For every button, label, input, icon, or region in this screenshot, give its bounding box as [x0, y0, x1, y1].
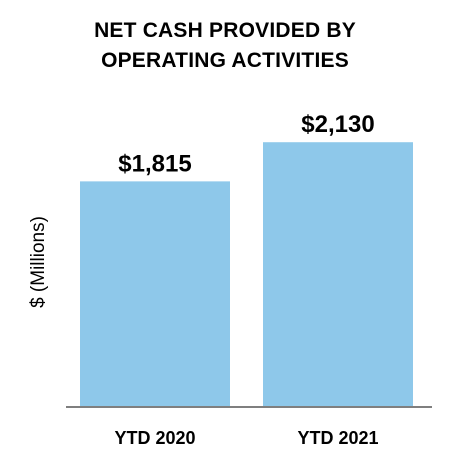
data-label-1: $1,815 [118, 150, 191, 177]
bar-1 [80, 181, 230, 407]
chart-title-line-2: OPERATING ACTIVITIES [101, 49, 349, 72]
category-label-2: YTD 2021 [297, 428, 378, 448]
data-label-2: $2,130 [301, 111, 374, 138]
chart-title-line-1: NET CASH PROVIDED BY [94, 19, 356, 42]
labels-layer: $1,815 YTD 2020 $2,130 YTD 2021 [114, 111, 378, 448]
category-label-1: YTD 2020 [114, 428, 195, 448]
y-axis-label: $ (Millions) [28, 216, 49, 308]
bar-2 [263, 142, 413, 407]
bars-layer [80, 142, 413, 407]
